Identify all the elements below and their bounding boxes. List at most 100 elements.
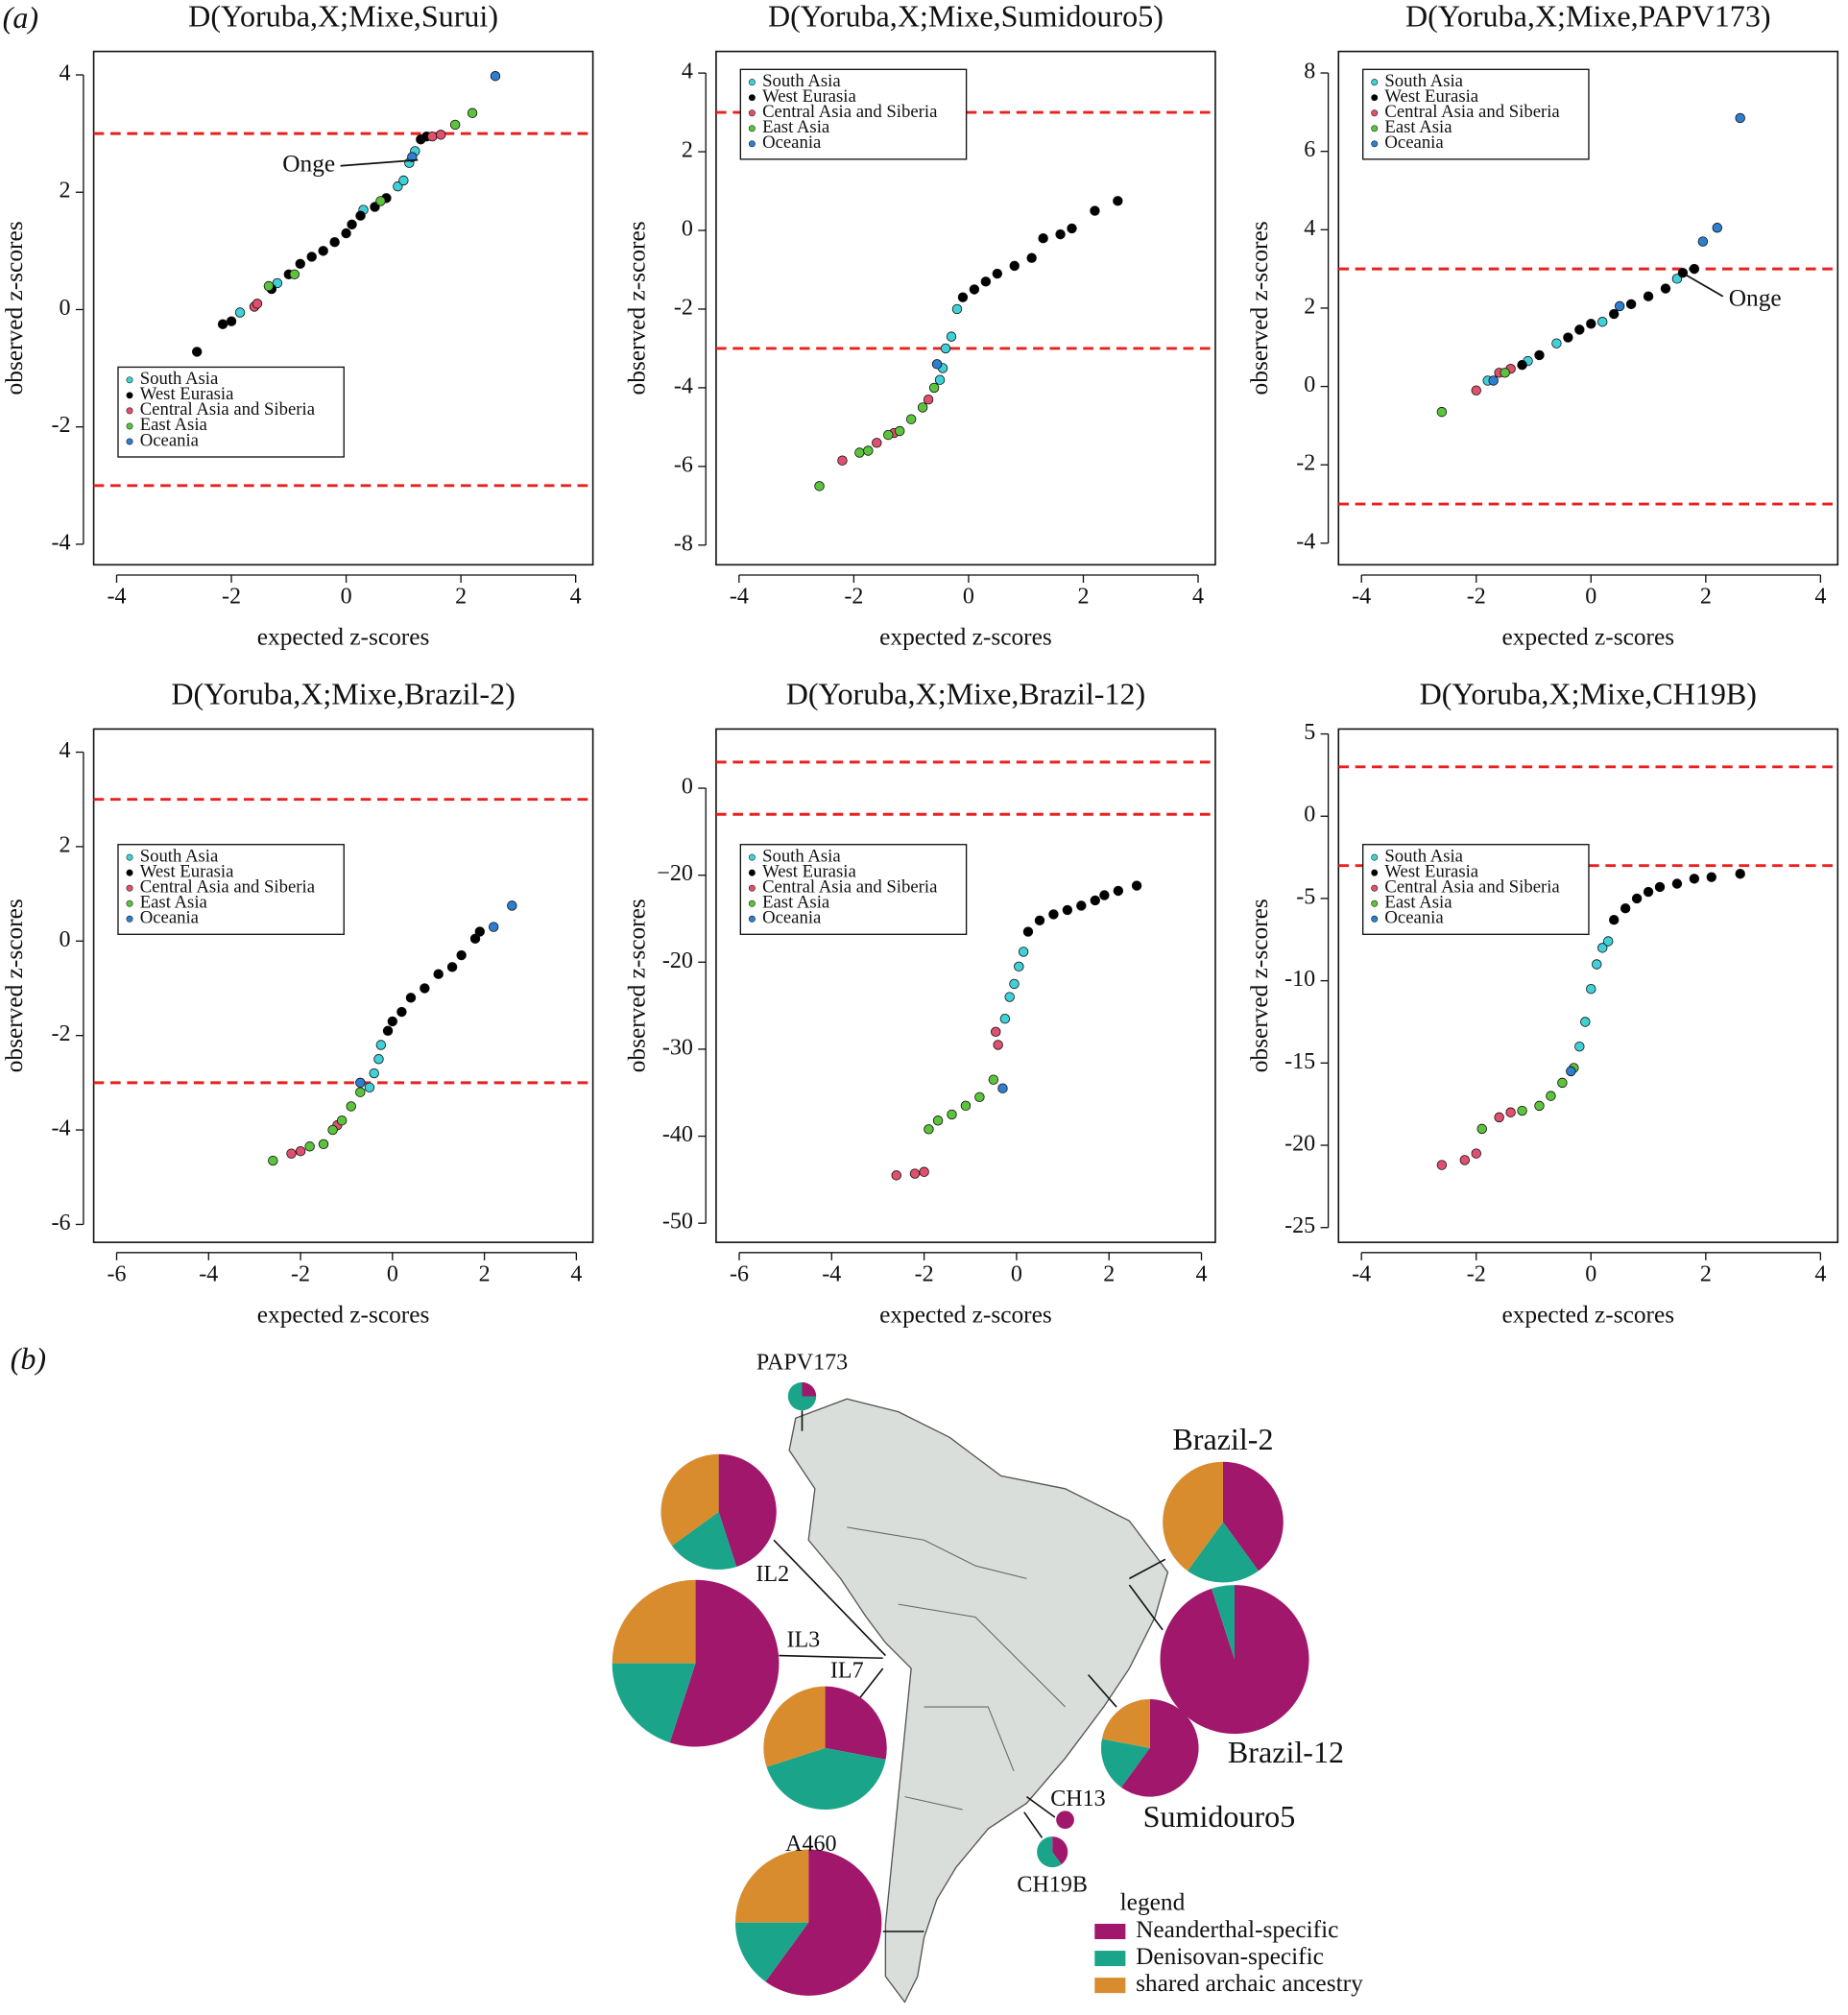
y-tick-label: -15	[1284, 1049, 1315, 1074]
data-point	[974, 1091, 985, 1102]
data-point	[1712, 223, 1722, 233]
data-point	[1603, 936, 1614, 947]
legend-marker	[748, 853, 756, 861]
x-tick-label: -4	[822, 1261, 841, 1286]
legend-label: Central Asia and Siberia	[762, 102, 938, 122]
data-point	[854, 447, 865, 458]
data-point	[355, 1087, 366, 1097]
data-point	[407, 152, 418, 162]
data-point	[1517, 359, 1527, 371]
legend-box	[117, 844, 345, 935]
chart-title: D(Yoruba,X;Mixe,Surui)	[188, 0, 498, 34]
data-point	[1048, 909, 1059, 920]
data-point	[375, 196, 386, 206]
annotation-line	[1685, 274, 1724, 298]
pie-connectors	[773, 1410, 1166, 1932]
data-point	[375, 1040, 387, 1050]
data-point	[1026, 252, 1037, 263]
pie-wedge	[1100, 1739, 1150, 1787]
legend-label: Oceania	[762, 132, 822, 153]
y-tick-label: 6	[1304, 137, 1315, 162]
data-point	[1620, 903, 1631, 914]
pie-wedge	[1188, 1522, 1259, 1583]
legend-label: East Asia	[140, 893, 208, 913]
y-tick-label: -40	[662, 1122, 693, 1147]
y-tick-label: 4	[1304, 216, 1315, 241]
data-point	[905, 414, 917, 424]
y-tick-label: -25	[1284, 1213, 1315, 1238]
plot-frame	[715, 50, 1216, 566]
legend-box	[1362, 68, 1590, 160]
legend-marker	[1371, 140, 1379, 148]
data-point	[446, 962, 458, 972]
legend-box	[117, 366, 345, 458]
data-point	[909, 1168, 921, 1179]
pie-label: Brazil-2	[1172, 1422, 1273, 1456]
data-point	[1563, 332, 1573, 343]
y-tick-label: 2	[59, 179, 70, 204]
legend-box	[1362, 844, 1590, 935]
data-point	[924, 1124, 934, 1135]
pie-label: CH13	[1050, 1787, 1105, 1811]
x-tick-label: 4	[570, 1261, 582, 1286]
y-tick-label: 0	[1304, 372, 1315, 397]
data-point	[286, 1148, 297, 1159]
pie-wedge	[671, 1511, 737, 1571]
x-tick-label: -2	[222, 585, 241, 610]
data-point	[917, 402, 928, 413]
x-tick-label: 2	[479, 1261, 491, 1286]
legend-marker	[126, 422, 133, 430]
y-tick-label: 2	[59, 832, 70, 857]
x-axis-label: expected z-scores	[1501, 624, 1674, 651]
data-point	[1671, 878, 1683, 889]
legend-label: South Asia	[140, 369, 219, 389]
legend-marker	[748, 79, 756, 86]
legend-label: Central Asia and Siberia	[140, 876, 316, 897]
y-tick-label: -4	[674, 373, 693, 398]
data-point	[992, 268, 1003, 279]
data-point	[1494, 1112, 1504, 1123]
chart-title: D(Yoruba,X;Mixe,Brazil-2)	[171, 676, 515, 710]
pie-wedge	[1056, 1811, 1074, 1830]
x-tick-label: 0	[387, 1261, 398, 1286]
data-point	[1551, 338, 1562, 348]
data-point	[387, 1016, 398, 1027]
data-point	[252, 299, 263, 309]
legend-marker	[748, 900, 756, 907]
data-point	[405, 993, 417, 1003]
data-point	[1614, 300, 1625, 312]
data-point	[1062, 904, 1073, 916]
data-point	[891, 1170, 901, 1181]
pie-wedge	[612, 1663, 696, 1743]
pie-wedge	[1222, 1461, 1284, 1571]
legend-marker	[126, 853, 133, 861]
y-axis-label: observed z-scores	[1, 221, 28, 395]
x-tick-label: 2	[1700, 1261, 1712, 1286]
data-point	[467, 108, 478, 118]
data-point	[947, 1109, 957, 1120]
y-tick-label: -2	[1296, 451, 1315, 476]
data-point	[1500, 368, 1510, 378]
data-point	[1038, 232, 1048, 244]
x-tick-label: -4	[1352, 1261, 1371, 1286]
legend-marker	[1371, 109, 1379, 117]
legend-marker	[748, 869, 756, 876]
x-tick-label: 2	[455, 585, 467, 610]
data-point	[346, 1101, 356, 1112]
y-tick-label: -2	[51, 413, 70, 438]
legend-label: East Asia	[762, 117, 830, 137]
x-tick-label: 4	[570, 585, 582, 610]
data-point	[1597, 943, 1608, 953]
data-point	[951, 303, 963, 315]
legend-label: Oceania	[762, 908, 822, 928]
data-point	[1459, 1155, 1471, 1165]
data-point	[1055, 228, 1066, 240]
y-tick-label: -20	[1284, 1132, 1315, 1157]
data-point	[1090, 895, 1100, 906]
y-tick-label: 0	[1304, 803, 1315, 828]
x-tick-label: 0	[1585, 1261, 1596, 1286]
data-point	[1557, 1077, 1568, 1089]
y-axis-label: observed z-scores	[1, 899, 28, 1072]
